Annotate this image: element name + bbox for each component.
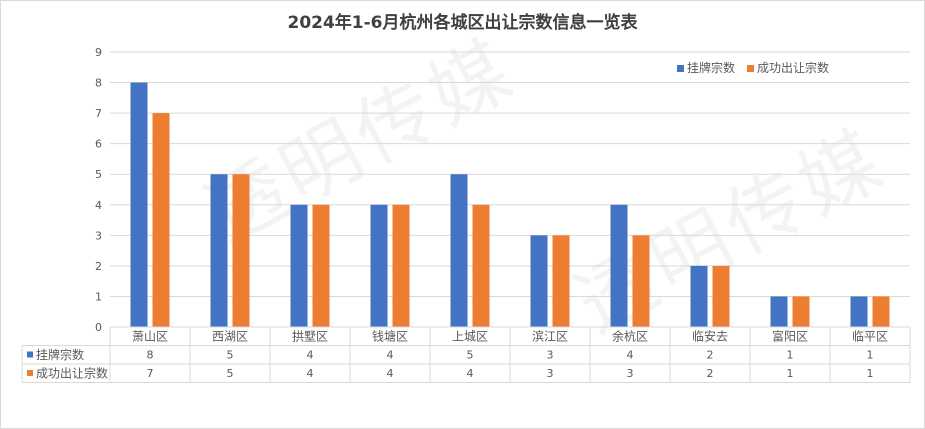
x-tick-label: 钱塘区 (372, 329, 408, 344)
x-tick-label: 上城区 (452, 330, 488, 344)
data-label: 3 (627, 367, 634, 380)
legend-key (747, 65, 754, 72)
chart-title: 2024年1-6月杭州各城区出让宗数信息一览表 (287, 13, 638, 33)
x-tick-label: 临安去 (692, 329, 728, 344)
bar-series1 (530, 235, 548, 327)
legend-label: 成功出让宗数 (757, 60, 829, 75)
data-label: 5 (227, 367, 234, 380)
y-tick-label: 2 (95, 260, 102, 273)
bar-series2 (312, 204, 330, 327)
bar-series2 (712, 265, 730, 327)
bar-series1 (850, 296, 868, 327)
bar-series2 (152, 113, 170, 327)
bar-series2 (632, 235, 650, 327)
data-label: 1 (867, 367, 874, 380)
data-label: 2 (707, 349, 714, 362)
data-label: 5 (227, 349, 234, 362)
bar-series1 (130, 82, 148, 327)
bar-series2 (792, 296, 810, 327)
y-tick-label: 7 (95, 107, 102, 120)
y-tick-label: 4 (95, 199, 102, 212)
bar-series1 (370, 204, 388, 327)
x-tick-label: 拱墅区 (292, 330, 328, 344)
data-label: 4 (387, 367, 394, 380)
legend-label: 挂牌宗数 (687, 60, 735, 75)
legend-key (677, 65, 684, 72)
data-label: 2 (707, 367, 714, 380)
bar-series1 (770, 296, 788, 327)
table-series-name: 成功出让宗数 (36, 366, 108, 381)
bar-series2 (392, 204, 410, 327)
bar-series1 (210, 174, 228, 327)
y-tick-label: 0 (95, 321, 102, 334)
data-label: 1 (867, 349, 874, 362)
y-tick-label: 1 (95, 290, 102, 303)
x-tick-label: 萧山区 (132, 330, 168, 344)
data-label: 1 (787, 367, 794, 380)
data-label: 8 (147, 349, 154, 362)
data-label: 5 (467, 349, 474, 362)
bar-series2 (872, 296, 890, 327)
bar-series2 (552, 235, 570, 327)
data-label: 3 (547, 349, 554, 362)
y-tick-label: 8 (95, 77, 102, 90)
data-label: 4 (627, 349, 634, 362)
x-tick-label: 滨江区 (532, 329, 568, 344)
bar-series2 (232, 174, 250, 327)
x-tick-label: 临平区 (852, 330, 888, 344)
bar-series1 (610, 204, 628, 327)
data-label: 4 (307, 349, 314, 362)
data-label: 7 (147, 367, 154, 380)
table-series-name: 挂牌宗数 (36, 347, 84, 362)
bar-series1 (450, 174, 468, 327)
y-tick-label: 9 (95, 46, 102, 59)
data-label: 1 (787, 349, 794, 362)
bar-series1 (690, 265, 708, 327)
data-label: 4 (307, 367, 314, 380)
data-label: 3 (547, 367, 554, 380)
y-tick-label: 3 (95, 229, 102, 242)
x-tick-label: 富阳区 (772, 329, 808, 344)
data-label: 4 (387, 349, 394, 362)
x-tick-label: 西湖区 (212, 329, 248, 344)
bar-series2 (472, 204, 490, 327)
table-legend-key (27, 370, 33, 376)
x-tick-label: 余杭区 (612, 329, 648, 344)
bar-series1 (290, 204, 308, 327)
y-tick-label: 6 (95, 138, 102, 151)
table-legend-key (27, 351, 33, 358)
y-tick-label: 5 (95, 168, 102, 181)
data-label: 4 (467, 367, 474, 380)
